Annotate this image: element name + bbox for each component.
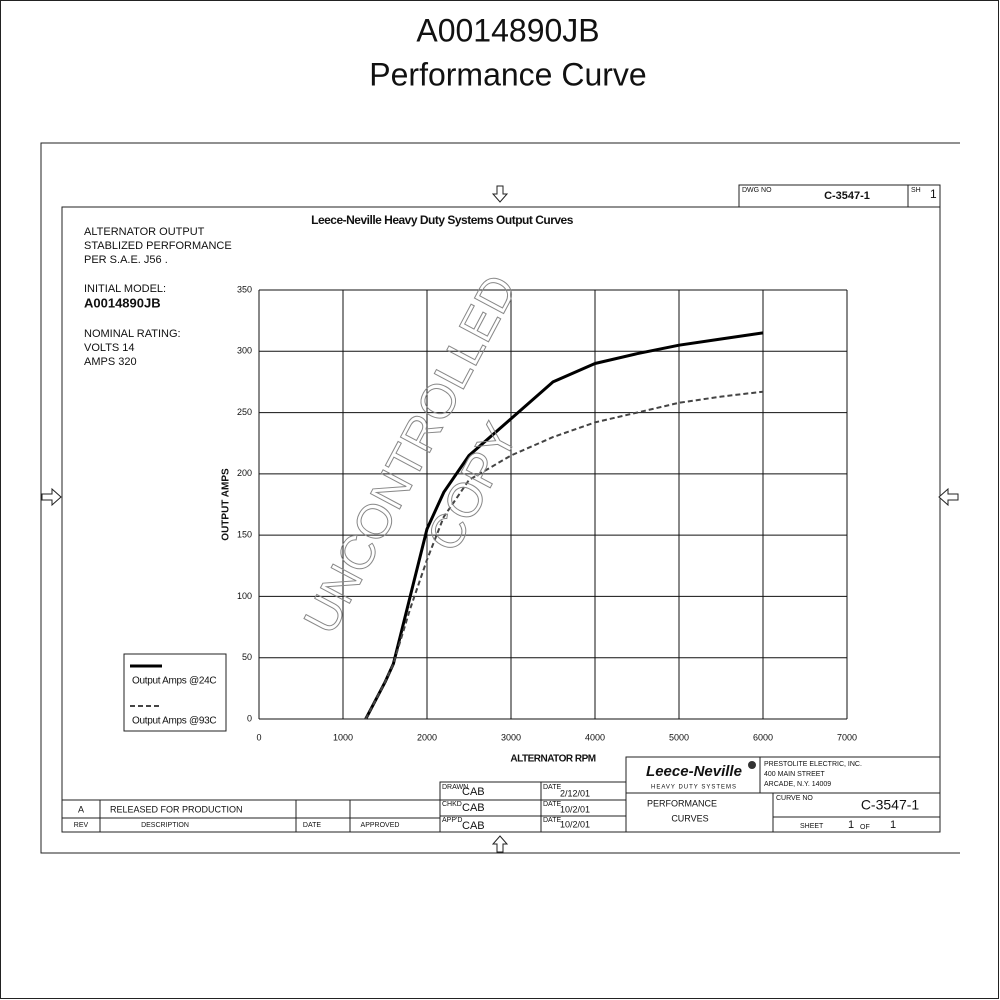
legend-label: Output Amps @24C [132, 676, 216, 687]
x-tick-label: 0 [256, 732, 261, 742]
block-title: CURVES [671, 813, 708, 823]
curve-no: C-3547-1 [861, 797, 920, 813]
label: DESCRIPTION [141, 822, 189, 829]
y-tick-label: 250 [237, 407, 252, 417]
block-title: PERFORMANCE [647, 798, 717, 808]
y-tick-label: 150 [237, 530, 252, 540]
label: APP'D [442, 817, 462, 824]
arrow [41, 487, 62, 507]
date: 10/2/01 [560, 804, 590, 814]
company-line: PRESTOLITE ELECTRIC, INC. [764, 761, 862, 768]
plot: Leece-Neville Heavy Duty Systems Output … [123, 213, 857, 765]
label: DATE [303, 822, 321, 829]
x-tick-label: 6000 [753, 732, 773, 742]
x-tick-label: 3000 [501, 732, 521, 742]
note: PER S.A.E. J56 . [84, 254, 168, 266]
note: A0014890JB [84, 295, 161, 310]
y-tick-label: 50 [242, 652, 252, 662]
x-tick-label: 1000 [333, 732, 353, 742]
cell [738, 184, 941, 208]
y-tick-label: 200 [237, 468, 252, 478]
label: DRAWN [442, 784, 468, 791]
logo: Leece-Neville [646, 763, 742, 780]
label: DATE [543, 817, 561, 824]
watermark: UNCONTROLLED COPY [294, 266, 529, 643]
arrow [491, 835, 509, 853]
label: REV [74, 822, 89, 829]
company-line: 400 MAIN STREET [764, 771, 825, 778]
rev: A [78, 804, 84, 814]
name: CAB [462, 820, 485, 832]
note: AMPS 320 [84, 356, 137, 368]
x-tick-label: 5000 [669, 732, 689, 742]
legend-label: Output Amps @93C [132, 716, 216, 727]
note: VOLTS 14 [84, 342, 135, 354]
date: 2/12/01 [560, 788, 590, 798]
y-tick-label: 0 [247, 713, 252, 723]
name: CAB [462, 802, 485, 814]
note: NOMINAL RATING: [84, 328, 181, 340]
label: DWG NO [742, 187, 772, 194]
y-tick-label: 100 [237, 591, 252, 601]
notes: ALTERNATOR OUTPUT STABLIZED PERFORMANCE … [84, 226, 232, 368]
label: DATE [543, 784, 561, 791]
label: SH [911, 187, 921, 194]
dwg-no: C-3547-1 [824, 190, 870, 202]
x-axis-label: ALTERNATOR RPM [510, 754, 595, 765]
top-block: DWG NO C-3547-1 SH 1 [738, 184, 941, 208]
tagline: HEAVY DUTY SYSTEMS [651, 785, 737, 791]
label: CHKD [442, 801, 462, 808]
label: CURVE NO [776, 795, 813, 802]
date: 10/2/01 [560, 819, 590, 829]
x-tick-label: 2000 [417, 732, 437, 742]
label: DATE [543, 801, 561, 808]
arrow [491, 185, 509, 203]
y-axis-label: OUTPUT AMPS [221, 468, 232, 541]
label: OF [860, 824, 870, 831]
sheet-number: 1 [848, 819, 854, 831]
logo-mark [748, 761, 756, 769]
name: CAB [462, 786, 485, 798]
arrow [938, 487, 959, 507]
note: ALTERNATOR OUTPUT [84, 226, 205, 238]
company-line: ARCADE, N.Y. 14009 [764, 781, 831, 788]
label: SHEET [800, 823, 824, 830]
x-tick-label: 7000 [837, 732, 857, 742]
x-tick-label: 4000 [585, 732, 605, 742]
chart-title: Leece-Neville Heavy Duty Systems Output … [311, 213, 574, 227]
y-tick-label: 300 [237, 346, 252, 356]
drawing-frame [40, 142, 960, 854]
sheet-total: 1 [890, 819, 896, 831]
title-block: A RELEASED FOR PRODUCTION REV DESCRIPTIO… [61, 756, 941, 833]
rev-description: RELEASED FOR PRODUCTION [110, 804, 243, 814]
page-subtitle: Performance Curve [369, 56, 646, 92]
note: INITIAL MODEL: [84, 283, 166, 295]
note: STABLIZED PERFORMANCE [84, 240, 232, 252]
page-title: A0014890JB [416, 12, 599, 48]
sheet: 1 [930, 187, 937, 201]
y-tick-label: 350 [237, 284, 252, 294]
label: APPROVED [361, 822, 400, 829]
cell [625, 756, 941, 833]
